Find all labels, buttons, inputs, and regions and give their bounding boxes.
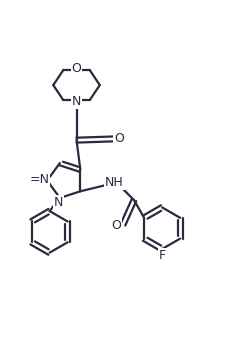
Text: F: F — [159, 250, 166, 262]
Text: NH: NH — [105, 176, 124, 189]
Text: N: N — [54, 196, 63, 210]
Text: O: O — [72, 62, 81, 75]
Text: O: O — [111, 219, 121, 232]
Text: N: N — [72, 95, 81, 108]
Text: =N: =N — [29, 173, 49, 186]
Text: O: O — [114, 132, 124, 145]
